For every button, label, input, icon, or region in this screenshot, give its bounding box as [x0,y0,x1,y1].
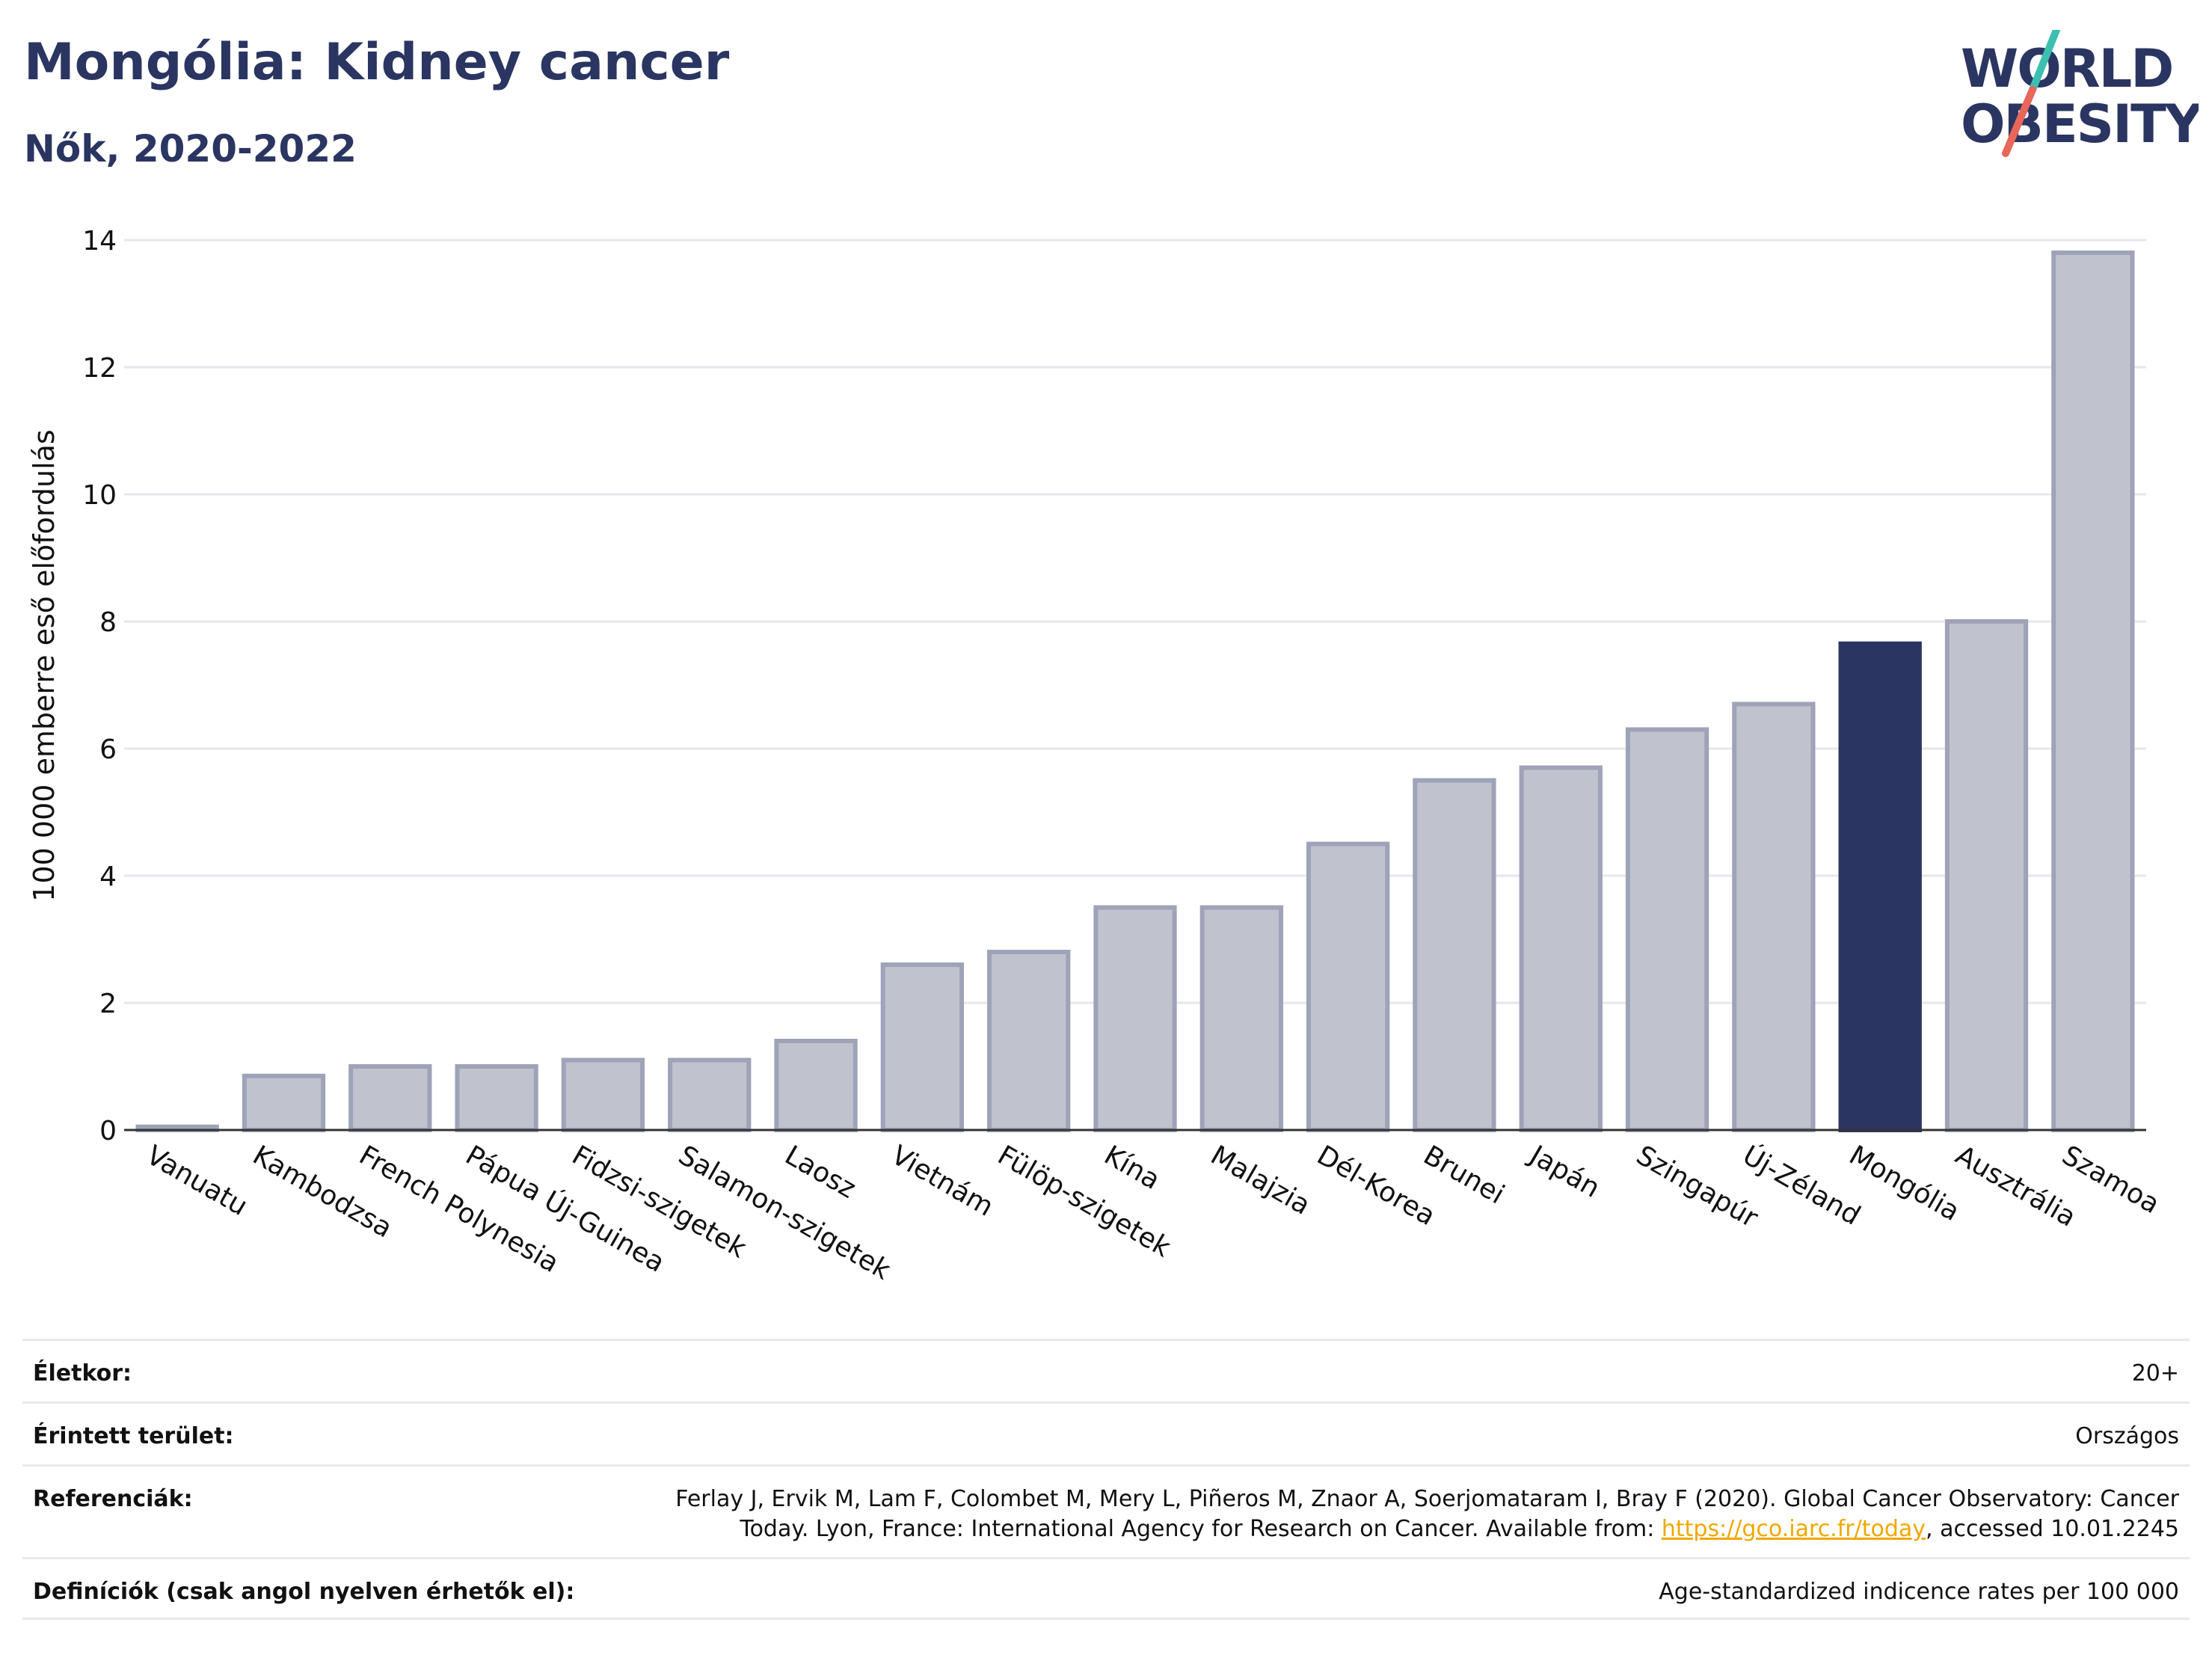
bar-dél-korea [1306,841,1390,1132]
logo-slash-red [2002,86,2036,157]
x-tick-label: Szingapúr [1631,1140,1763,1234]
x-tick-label: Malajzia [1205,1140,1315,1221]
x-tick-label: Fülöp-szigetek [992,1140,1176,1263]
x-tick-label: French Polynesia [354,1140,564,1279]
references-link[interactable]: https://gco.iarc.fr/today [1661,1516,1926,1542]
y-tick-label: 10 [82,480,117,511]
y-tick-label: 8 [99,607,117,638]
references-text-1: Ferlay J, Ervik M, Lam F, Colombet M, Me… [675,1486,2179,1512]
bar-laosz [774,1039,858,1132]
bar-fülöp-szigetek [987,950,1071,1132]
meta-row-definitions: Definíciók (csak angol nyelven érhetők e… [22,1557,2190,1620]
bar-kína [1093,905,1177,1132]
bar-salamon-szigetek [668,1057,752,1132]
x-tick-label: Pápua Új-Guinea [461,1139,671,1278]
bar-japán [1519,765,1603,1132]
references-text-2: Today. Lyon, France: International Agenc… [740,1516,1662,1542]
y-tick-label: 6 [99,734,117,765]
bars [135,251,2135,1132]
bar-szingapúr [1625,727,1709,1132]
y-tick-label: 2 [99,989,117,1019]
y-tick-label: 12 [82,353,117,384]
x-tick-label: Dél-Korea [1312,1140,1440,1232]
age-label: Életkor: [33,1360,132,1387]
x-tick-label: Vanuatu [141,1140,253,1222]
bar-pápua-új-guinea [455,1064,538,1132]
x-tick-label: Mongólia [1844,1140,1965,1227]
references-label: Referenciák: [33,1486,193,1512]
y-tick-label: 4 [99,862,117,892]
references-value: Ferlay J, Ervik M, Lam F, Colombet M, Me… [675,1484,2179,1544]
world-obesity-logo: WORLD OBESITY [1961,30,2199,157]
definitions-value: Age-standardized indicence rates per 100… [1659,1579,2179,1605]
bar-french-polynesia [348,1064,432,1132]
area-label: Érintett terület: [33,1423,234,1449]
logo-text-world: WORLD [1961,38,2172,99]
definitions-label: Definíciók (csak angol nyelven érhetők e… [33,1579,575,1605]
bar-szamoa [2051,251,2135,1132]
references-text-3: , accessed 10.01.2245 [1926,1516,2179,1542]
x-tick-label: Japán [1523,1139,1605,1204]
bar-fidzsi-szigetek [561,1057,645,1132]
bar-brunei [1413,778,1496,1132]
bar-kambodzsa [242,1073,326,1132]
age-value: 20+ [2131,1360,2179,1387]
bar-malajzia [1199,905,1283,1132]
y-tick-label: 14 [82,226,117,257]
x-tick-label: Kína [1099,1140,1165,1196]
y-tick-label: 0 [99,1116,117,1146]
metadata-table: Életkor: 20+ Érintett terület: Országos … [22,1339,2190,1620]
chart-title: Mongólia: Kidney cancer [24,33,730,92]
chart-subtitle: Nők, 2020-2022 [24,127,357,171]
y-tick-labels: 0 2 4 6 8 10 12 14 [82,226,117,1146]
bar-új-zéland [1732,701,1816,1132]
x-tick-label: Vietnám [886,1140,998,1223]
bar-ausztrália [1944,619,2029,1132]
logo-text-obesity: OBESITY [1961,93,2199,155]
meta-row-references: Referenciák: Ferlay J, Ervik M, Lam F, C… [22,1464,2190,1557]
bar-vietnám [880,962,965,1132]
y-axis-label: 100 000 emberre eső előfordulás [28,429,61,901]
meta-row-area: Érintett terület: Országos [22,1401,2190,1464]
meta-row-age: Életkor: 20+ [22,1339,2190,1401]
logo-slash-teal [2029,30,2060,93]
bar-mongólia [1838,641,1922,1132]
x-tick-label: Ausztrália [1950,1140,2081,1233]
area-value: Országos [2075,1423,2179,1449]
x-tick-label: Laosz [780,1140,861,1204]
